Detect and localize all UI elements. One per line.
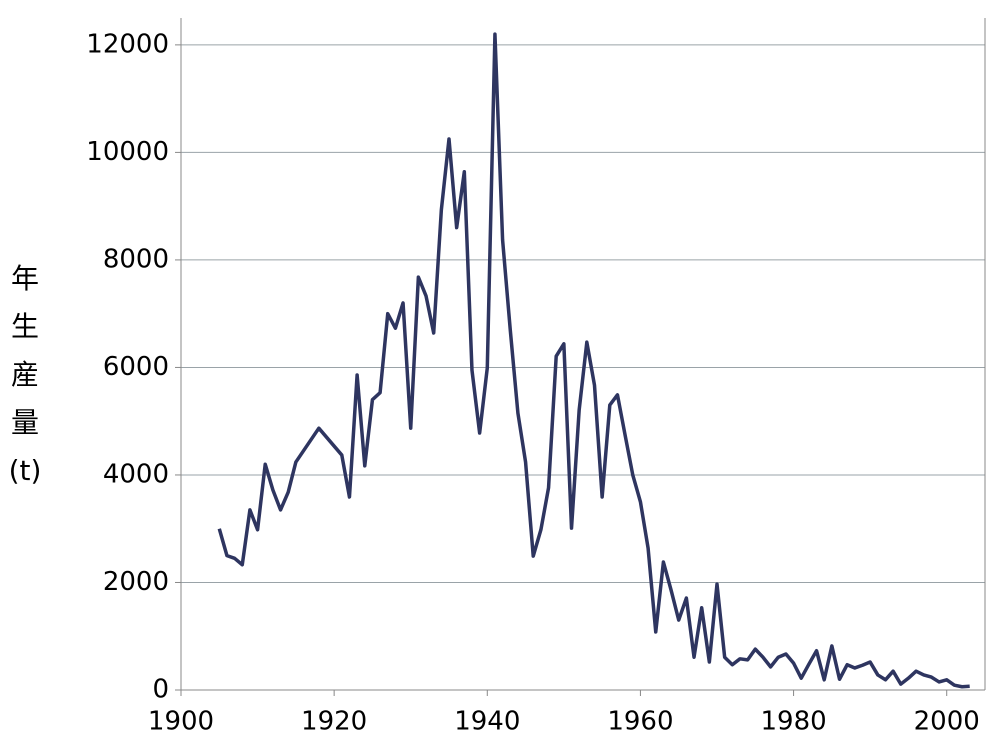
x-tick-label: 2000 [914,707,980,737]
y-tick-label: 12000 [86,29,169,59]
y-tick-label: 0 [152,675,169,705]
y-tick-label: 10000 [86,137,169,167]
y-tick-label: 4000 [103,459,169,489]
x-tick-label: 1960 [607,707,673,737]
data-line [217,32,970,689]
x-tick-label: 1940 [454,707,520,737]
y-tick-label: 2000 [103,567,169,597]
y-tick-label: 8000 [103,244,169,274]
x-tick-label: 1980 [760,707,826,737]
y-tick-label: 6000 [103,352,169,382]
x-tick-label: 1900 [148,707,214,737]
x-tick-label: 1920 [301,707,367,737]
y-axis-label: 年生産量(t) [8,262,42,487]
